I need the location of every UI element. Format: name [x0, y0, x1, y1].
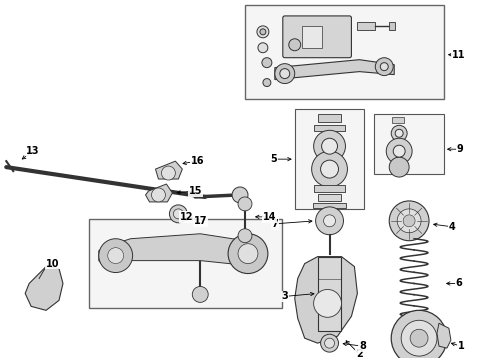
Circle shape: [151, 188, 166, 202]
Circle shape: [170, 205, 187, 223]
Circle shape: [108, 248, 123, 264]
Text: 17: 17: [194, 216, 207, 226]
Bar: [314, 185, 345, 192]
Circle shape: [391, 310, 447, 360]
Circle shape: [280, 69, 290, 78]
Text: 2: 2: [356, 349, 363, 359]
Text: 8: 8: [359, 341, 366, 351]
Text: 5: 5: [270, 154, 277, 164]
Circle shape: [397, 209, 421, 233]
Circle shape: [262, 58, 272, 68]
Bar: [245, 5, 444, 99]
Bar: [318, 194, 342, 201]
Circle shape: [323, 215, 336, 227]
Text: 13: 13: [26, 146, 40, 156]
Circle shape: [289, 39, 301, 51]
Text: 7: 7: [271, 219, 278, 229]
Polygon shape: [155, 161, 182, 179]
Circle shape: [380, 63, 388, 71]
Text: 12: 12: [179, 212, 193, 222]
Polygon shape: [275, 60, 394, 80]
Bar: [357, 22, 375, 30]
Bar: [294, 109, 365, 209]
FancyBboxPatch shape: [283, 16, 351, 58]
Polygon shape: [25, 266, 63, 310]
Bar: [313, 203, 346, 208]
Circle shape: [275, 64, 294, 84]
Circle shape: [161, 166, 175, 180]
Bar: [314, 125, 345, 131]
Circle shape: [232, 187, 248, 203]
Circle shape: [320, 334, 339, 352]
Circle shape: [393, 145, 405, 157]
Text: 1: 1: [458, 341, 464, 351]
Circle shape: [316, 207, 343, 235]
Circle shape: [99, 239, 133, 273]
Polygon shape: [294, 257, 357, 343]
Circle shape: [321, 138, 338, 154]
Circle shape: [192, 287, 208, 302]
Circle shape: [389, 157, 409, 177]
Circle shape: [312, 151, 347, 187]
Circle shape: [238, 244, 258, 264]
Circle shape: [257, 26, 269, 38]
Text: 9: 9: [457, 144, 463, 154]
Polygon shape: [99, 234, 262, 269]
Bar: [302, 26, 321, 48]
Bar: [89, 219, 282, 309]
Circle shape: [238, 229, 252, 243]
Circle shape: [314, 130, 345, 162]
Circle shape: [260, 29, 266, 35]
Text: 11: 11: [452, 50, 466, 60]
Text: 10: 10: [46, 258, 60, 269]
Circle shape: [395, 129, 403, 137]
Circle shape: [410, 329, 428, 347]
Circle shape: [386, 138, 412, 164]
Bar: [389, 22, 395, 30]
Circle shape: [320, 160, 339, 178]
Circle shape: [324, 338, 335, 348]
Circle shape: [401, 320, 437, 356]
Bar: [374, 114, 444, 174]
Circle shape: [389, 201, 429, 241]
Circle shape: [375, 58, 393, 76]
Circle shape: [173, 209, 183, 219]
Text: 14: 14: [263, 212, 277, 222]
Circle shape: [263, 78, 271, 86]
Text: 15: 15: [189, 186, 202, 196]
Circle shape: [314, 289, 342, 317]
Bar: [318, 114, 342, 122]
Bar: [318, 257, 342, 331]
Circle shape: [403, 215, 415, 227]
Circle shape: [258, 43, 268, 53]
Polygon shape: [146, 184, 172, 202]
Bar: [392, 117, 404, 123]
Circle shape: [391, 125, 407, 141]
Text: 16: 16: [191, 156, 204, 166]
Circle shape: [228, 234, 268, 274]
Text: 4: 4: [448, 222, 455, 232]
Text: 3: 3: [281, 291, 288, 301]
Polygon shape: [437, 323, 451, 348]
Circle shape: [238, 197, 252, 211]
Text: 6: 6: [456, 279, 462, 288]
